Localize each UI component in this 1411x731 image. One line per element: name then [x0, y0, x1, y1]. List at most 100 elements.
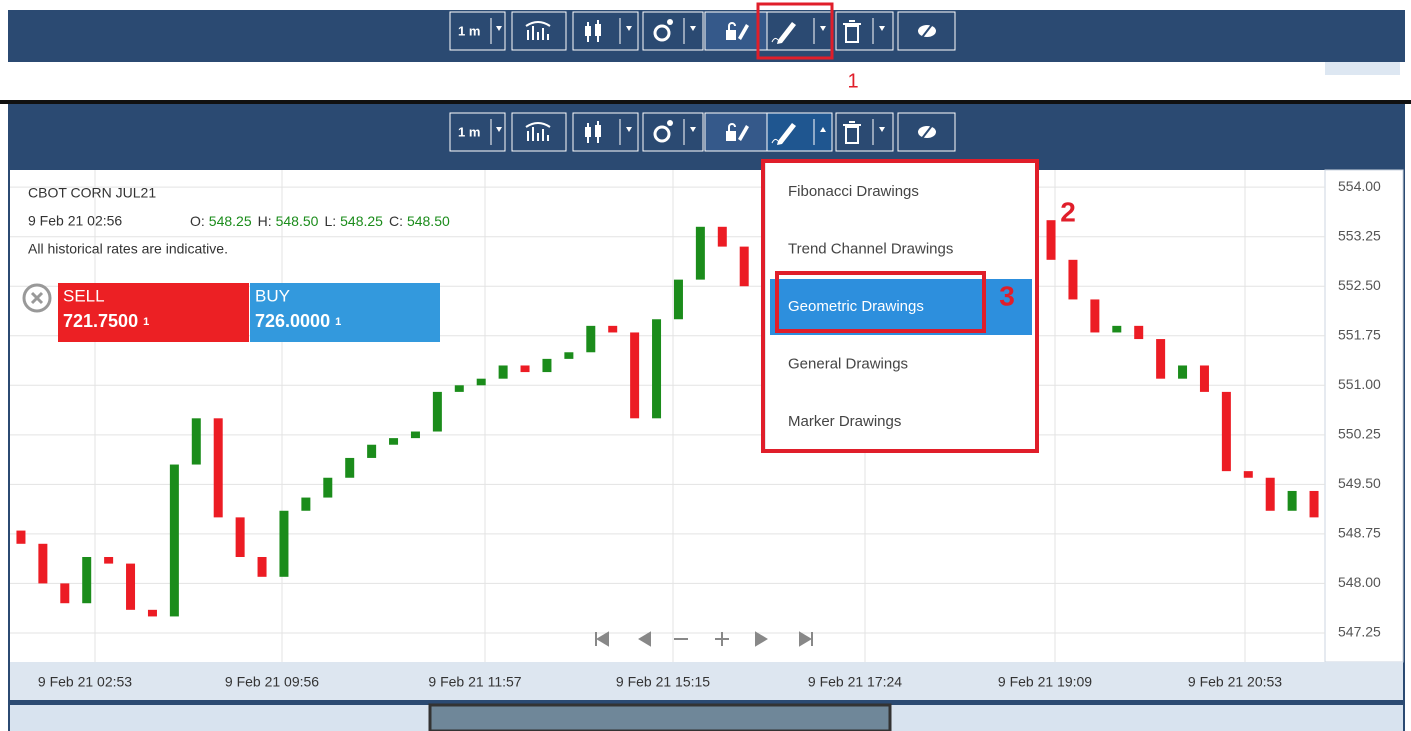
- highlight-box: [761, 159, 1039, 453]
- candle-body: [542, 358, 552, 373]
- x-tick-label: 9 Feb 21 19:09: [998, 674, 1092, 690]
- axis-strip: [1325, 62, 1400, 75]
- y-tick-label: 553.25: [1338, 227, 1381, 243]
- candle-body: [235, 517, 245, 557]
- candle-body: [213, 418, 223, 518]
- plot-area: [10, 170, 1325, 662]
- candle-body: [1287, 490, 1297, 511]
- candle-body: [1243, 471, 1253, 478]
- ohlc-label: O:: [190, 213, 205, 229]
- highlight-box: [756, 2, 834, 60]
- ohlc-label: L:: [324, 213, 336, 229]
- scroll-thumb[interactable]: [428, 703, 892, 731]
- interval-button[interactable]: 1 m: [458, 23, 480, 38]
- toolbar: 1 m: [448, 111, 957, 153]
- candle-body: [345, 457, 355, 478]
- step-label: 3: [999, 280, 1015, 311]
- y-tick-label: 548.00: [1338, 574, 1381, 590]
- x-tick-label: 9 Feb 21 15:15: [616, 674, 710, 690]
- candle-body: [652, 319, 662, 419]
- ohlc-value: 548.25: [340, 213, 383, 229]
- candle-body: [673, 279, 683, 320]
- ohlc-value: 548.50: [276, 213, 319, 229]
- y-tick-label: 548.75: [1338, 525, 1381, 541]
- drawings-menu: Fibonacci Drawings Trend Channel Drawings…: [761, 159, 1076, 453]
- candle-body: [1090, 299, 1100, 333]
- candle-body: [564, 352, 574, 359]
- candle-body: [520, 365, 530, 373]
- menu-item[interactable]: Trend Channel Drawings: [788, 240, 953, 257]
- chart-nav[interactable]: [595, 631, 813, 647]
- candle-body: [38, 543, 48, 584]
- y-tick-label: 550.25: [1338, 426, 1381, 442]
- instrument-info: CBOT CORN JUL21 9 Feb 21 02:56 All histo…: [28, 185, 450, 257]
- candle-body: [1068, 259, 1078, 300]
- menu-item-selected: [770, 279, 1032, 335]
- chart: 9 Feb 21 02:53 9 Feb 21 09:56 9 Feb 21 11:…: [10, 170, 1381, 690]
- menu-item[interactable]: Fibonacci Drawings: [788, 183, 919, 200]
- candle-body: [454, 385, 464, 392]
- ohlc-label: C:: [389, 213, 403, 229]
- candle-body: [191, 418, 201, 465]
- sell-label: SELL: [63, 286, 105, 305]
- candle-body: [717, 226, 727, 247]
- y-tick-label: 554.00: [1338, 178, 1381, 194]
- candle-body: [1134, 325, 1144, 340]
- candle-body: [476, 378, 486, 386]
- interval-button[interactable]: 1 m: [458, 124, 480, 139]
- x-tick-label: 9 Feb 21 09:56: [225, 674, 319, 690]
- candle-body: [1199, 365, 1209, 392]
- candle-body: [410, 431, 420, 439]
- y-tick-label: 552.50: [1338, 277, 1381, 293]
- x-tick-label: 9 Feb 21 20:53: [1188, 674, 1282, 690]
- candle-body: [695, 226, 705, 280]
- ohlc-value: 548.50: [407, 213, 450, 229]
- menu-item[interactable]: General Drawings: [788, 355, 908, 372]
- sell-button[interactable]: [58, 283, 249, 342]
- ohlc-label: H:: [258, 213, 272, 229]
- candle-body: [1156, 339, 1166, 379]
- candle-body: [60, 583, 70, 604]
- ohlc-value: 548.25: [209, 213, 252, 229]
- instrument-title: CBOT CORN JUL21: [28, 185, 156, 201]
- candle-body: [279, 510, 289, 577]
- candle-body: [1221, 391, 1231, 472]
- candle-body: [147, 609, 157, 617]
- candle-body: [16, 530, 26, 544]
- step-label: 2: [1060, 196, 1076, 227]
- y-tick-label: 547.25: [1338, 624, 1381, 640]
- x-tick-label: 9 Feb 21 11:57: [428, 674, 521, 690]
- buy-price: 726.0000 1: [255, 311, 341, 331]
- candle-body: [1309, 490, 1319, 518]
- candle-body: [498, 365, 508, 379]
- buy-button[interactable]: [250, 283, 440, 342]
- menu-item[interactable]: Geometric Drawings: [788, 298, 924, 315]
- candle-body: [1112, 325, 1122, 333]
- x-tick-label: 9 Feb 21 17:24: [808, 674, 902, 690]
- x-tick-label: 9 Feb 21 02:53: [38, 674, 132, 690]
- trade-panel: SELL 721.7500 1 BUY 726.0000 1: [22, 283, 440, 342]
- candle-body: [389, 438, 399, 445]
- candle-body: [367, 444, 377, 458]
- candle-body: [630, 332, 640, 419]
- note: All historical rates are indicative.: [28, 241, 228, 257]
- divider: [0, 100, 1411, 104]
- y-tick-label: 549.50: [1338, 475, 1381, 491]
- candle-body: [1178, 365, 1188, 379]
- sell-price: 721.7500 1: [63, 311, 149, 331]
- step-label: 1: [847, 70, 858, 92]
- y-tick-label: 551.00: [1338, 376, 1381, 392]
- menu-item[interactable]: Marker Drawings: [788, 413, 901, 430]
- chart-strip: [8, 62, 1405, 75]
- y-tick-label: 551.75: [1338, 326, 1381, 342]
- candle-body: [1265, 477, 1275, 511]
- instrument-time: 9 Feb 21 02:56: [28, 213, 122, 229]
- x-axis-area: [10, 662, 1403, 700]
- candle-body: [1046, 220, 1056, 260]
- candle-body: [82, 556, 92, 604]
- buy-label: BUY: [255, 286, 290, 305]
- highlight-box: [775, 271, 986, 333]
- candle-body: [323, 477, 333, 498]
- candle-body: [126, 563, 136, 610]
